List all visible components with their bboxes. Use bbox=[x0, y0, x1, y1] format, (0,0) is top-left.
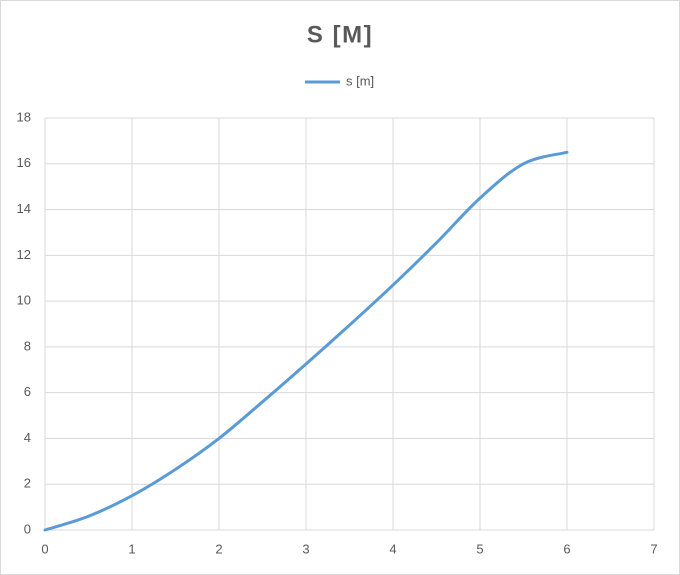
x-tick-label: 6 bbox=[563, 541, 570, 556]
y-tick-label: 0 bbox=[24, 521, 31, 536]
chart-title: S [M] bbox=[307, 21, 373, 48]
x-tick-label: 3 bbox=[302, 541, 309, 556]
y-tick-label: 12 bbox=[17, 247, 31, 262]
x-tick-label: 4 bbox=[389, 541, 396, 556]
x-tick-label: 1 bbox=[128, 541, 135, 556]
y-tick-label: 16 bbox=[17, 155, 31, 170]
legend-label: s [m] bbox=[346, 73, 374, 88]
y-tick-label: 2 bbox=[24, 476, 31, 491]
x-tick-label: 0 bbox=[41, 541, 48, 556]
x-tick-label: 7 bbox=[650, 541, 657, 556]
data-line bbox=[43, 150, 569, 532]
y-tick-label: 6 bbox=[24, 384, 31, 399]
y-tick-label: 14 bbox=[17, 201, 31, 216]
y-tick-label: 18 bbox=[17, 109, 31, 124]
x-tick-label: 5 bbox=[476, 541, 483, 556]
y-tick-label: 4 bbox=[24, 430, 31, 445]
y-tick-label: 8 bbox=[24, 338, 31, 353]
x-tick-label: 2 bbox=[215, 541, 222, 556]
y-tick-label: 10 bbox=[17, 293, 31, 308]
